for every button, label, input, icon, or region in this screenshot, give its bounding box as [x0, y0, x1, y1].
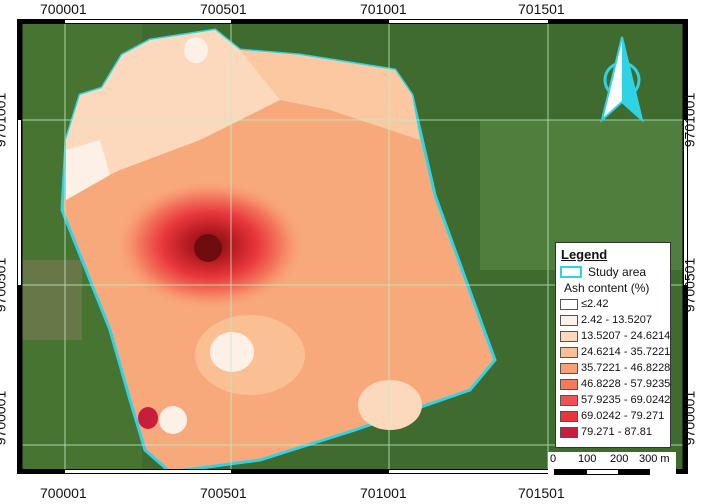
- y-tick-left: 9701001: [0, 92, 9, 148]
- y-tick-right: 9700001: [681, 390, 698, 446]
- legend-class: 24.6214 - 35.7221: [560, 344, 670, 360]
- legend-label: 46.8228 - 57.9235: [581, 378, 671, 390]
- legend-swatch: [560, 346, 578, 358]
- legend-label: 57.9235 - 69.0242: [581, 394, 671, 406]
- scale-bar: 0 100 200 300 m: [548, 452, 676, 482]
- frame-border: [17, 19, 688, 474]
- legend-class: 46.8228 - 57.9235: [560, 376, 670, 392]
- legend-study-area: Study area: [560, 264, 670, 280]
- legend-swatch: [560, 362, 578, 374]
- y-tick-right: 9700501: [681, 257, 698, 313]
- legend-class: 2.42 - 13.5207: [560, 312, 670, 328]
- north-arrow-icon: [600, 36, 644, 123]
- legend-label: 2.42 - 13.5207: [581, 314, 652, 326]
- legend-swatch: [560, 410, 578, 422]
- legend-variable: Ash content (%): [564, 281, 650, 295]
- legend-label: 79.271 - 87.81: [581, 426, 652, 438]
- study-area-swatch: [560, 266, 582, 278]
- legend-class: 69.0242 - 79.271: [560, 408, 670, 424]
- scale-label: 200: [610, 453, 629, 465]
- y-tick-left: 9700001: [0, 390, 9, 446]
- study-area-polygon: [60, 28, 497, 474]
- legend-class: 13.5207 - 24.6214: [560, 328, 670, 344]
- legend-label: 13.5207 - 24.6214: [581, 330, 671, 342]
- x-tick-top: 701501: [518, 1, 565, 17]
- x-tick-bottom: 701501: [518, 485, 565, 501]
- legend-swatch: [560, 378, 578, 390]
- x-tick-bottom: 700001: [40, 485, 87, 501]
- legend-class: 57.9235 - 69.0242: [560, 392, 670, 408]
- x-tick-bottom: 700501: [200, 485, 247, 501]
- legend-classes: ≤2.42 2.42 - 13.5207 13.5207 - 24.6214 24.6…: [556, 296, 670, 440]
- legend-class: ≤2.42: [560, 296, 670, 312]
- legend-swatch: [560, 394, 578, 406]
- legend-title: Legend: [561, 247, 608, 262]
- legend-class: 79.271 - 87.81: [560, 424, 670, 440]
- legend-swatch: [560, 330, 578, 342]
- x-tick-top: 700001: [40, 1, 87, 17]
- legend-label: Study area: [588, 265, 647, 279]
- legend-class: 35.7221 - 46.8228: [560, 360, 670, 376]
- legend-swatch: [560, 426, 578, 438]
- legend-swatch: [560, 298, 578, 310]
- x-tick-bottom: 701001: [360, 485, 407, 501]
- legend: Legend Study area Ash content (%) ≤2.42 2…: [555, 242, 671, 448]
- scale-label: 100: [578, 453, 597, 465]
- legend-swatch: [560, 314, 578, 326]
- scale-label: 0: [550, 453, 557, 465]
- x-tick-top: 700501: [200, 1, 247, 17]
- legend-label: ≤2.42: [581, 298, 609, 310]
- y-tick-right: 9701001: [681, 92, 698, 148]
- legend-label: 35.7221 - 46.8228: [581, 362, 671, 374]
- legend-label: 69.0242 - 79.271: [581, 410, 665, 422]
- scale-label: 300 m: [639, 453, 670, 465]
- y-tick-left: 9700501: [0, 257, 9, 313]
- legend-label: 24.6214 - 35.7221: [581, 346, 671, 358]
- x-tick-top: 701001: [360, 1, 407, 17]
